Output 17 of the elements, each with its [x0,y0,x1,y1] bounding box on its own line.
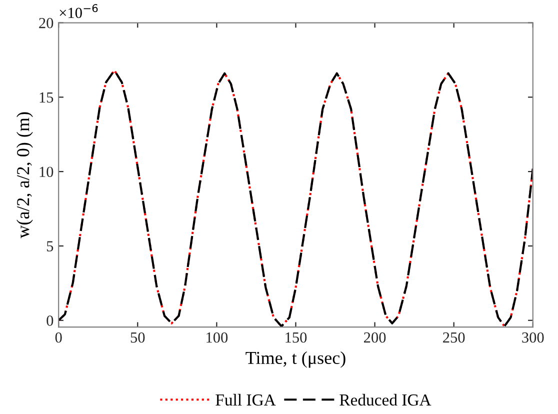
y-tick-label: 15 [40,92,54,103]
x-tick-label: 250 [443,332,465,343]
y-axis-title: w(a/2, a/2, 0) (m) [16,112,33,238]
x-tick-label: 200 [364,332,386,343]
x-axis-title: Time, t (μsec) [246,351,346,368]
x-tick-label: 0 [55,332,62,343]
text: ×10$^{−6}$ [60,4,98,18]
legend-label: Full IGA [216,394,276,406]
y-tick-label: 5 [46,241,54,252]
y-tick-label: 0 [46,316,54,326]
y-tick-label: 20 [39,18,54,28]
y-tick-label: 10 [40,166,54,178]
x-tick-label: 100 [206,332,228,343]
x-tick-label: 150 [286,332,307,343]
legend-label: Reduced IGA [340,394,432,406]
x-tick-label: 300 [522,332,544,343]
x-tick-label: 50 [130,332,145,343]
